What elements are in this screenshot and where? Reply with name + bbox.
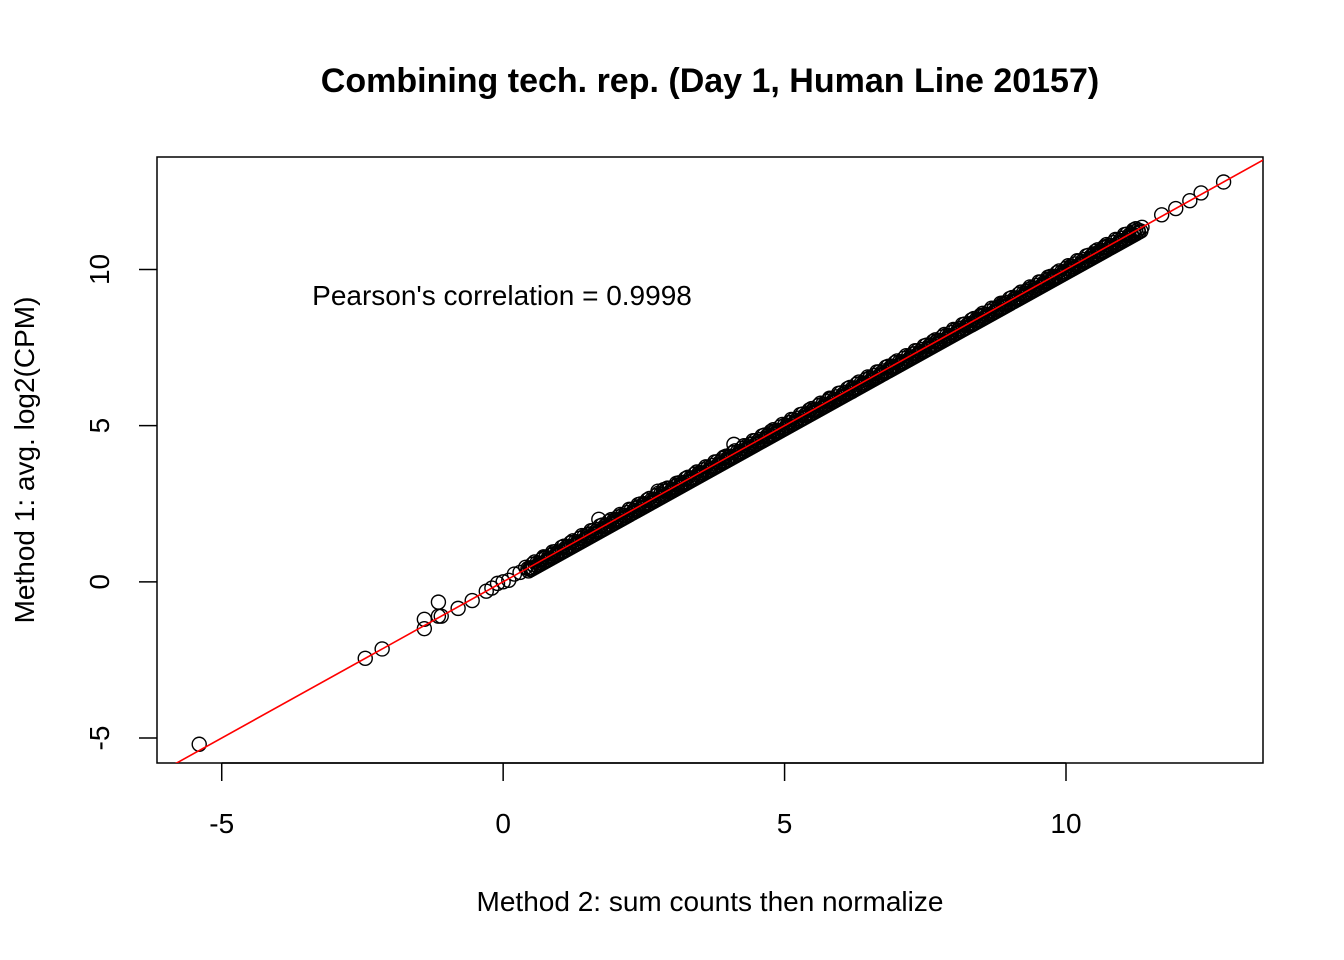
- x-tick-label: 5: [777, 808, 793, 839]
- y-axis-label: Method 1: avg. log2(CPM): [9, 297, 40, 624]
- fit-line: [175, 159, 1263, 763]
- data-point: [1168, 200, 1184, 217]
- data-point: [489, 575, 506, 592]
- data-point: [1215, 174, 1232, 190]
- data-point: [1193, 185, 1209, 201]
- data-point: [546, 546, 562, 562]
- data-point: [581, 526, 597, 542]
- data-point: [765, 424, 782, 440]
- data-point: [1182, 193, 1198, 209]
- data-point: [692, 464, 708, 481]
- data-point: [430, 594, 447, 610]
- x-tick-label: 0: [495, 808, 511, 839]
- data-point: [506, 566, 523, 582]
- y-tick-label: 0: [84, 574, 115, 590]
- data-point: [1105, 234, 1121, 251]
- data-point: [433, 608, 449, 624]
- data-point: [357, 650, 373, 667]
- data-point: [523, 560, 539, 576]
- data-point: [805, 402, 821, 418]
- data-point: [464, 592, 480, 609]
- data-point: [579, 527, 596, 543]
- data-point: [636, 496, 652, 512]
- data-point: [608, 511, 624, 528]
- y-tick-label: 5: [84, 418, 115, 434]
- data-point: [726, 436, 742, 453]
- data-point: [416, 611, 433, 628]
- data-point: [943, 324, 959, 341]
- plot-area: -5 0 5 10 -5 0 5 10: [84, 156, 1264, 839]
- chart-title: Combining tech. rep. (Day 1, Human Line …: [321, 62, 1099, 100]
- y-tick-label: 10: [84, 254, 115, 285]
- data-point: [996, 296, 1012, 312]
- data-point: [1134, 219, 1150, 235]
- data-point: [928, 333, 945, 349]
- data-point: [669, 477, 686, 493]
- data-point: [1097, 239, 1114, 256]
- data-point: [657, 483, 673, 499]
- correlation-annotation: Pearson's correlation = 0.9998: [312, 280, 692, 311]
- data-point: [562, 535, 579, 551]
- x-axis-label: Method 2: sum counts then normalize: [477, 886, 944, 917]
- data-point: [828, 389, 845, 405]
- x-tick-label: 10: [1050, 808, 1081, 839]
- data-point: [542, 547, 559, 564]
- data-point: [973, 308, 990, 325]
- data-point: [821, 391, 838, 407]
- data-point: [861, 371, 877, 387]
- data-point: [591, 511, 607, 528]
- data-point: [906, 346, 922, 362]
- data-point: [714, 450, 731, 467]
- data-point: [191, 736, 207, 752]
- data-point: [1125, 224, 1142, 240]
- data-point: [1041, 271, 1057, 287]
- data-point: [1153, 207, 1170, 223]
- data-point: [495, 574, 511, 590]
- data-point: [883, 358, 900, 374]
- x-tick-label: -5: [209, 808, 234, 839]
- data-point: [628, 500, 644, 516]
- y-tick-label: -5: [84, 726, 115, 751]
- data-point: [1063, 258, 1080, 275]
- data-point: [374, 641, 390, 657]
- data-point: [1018, 283, 1035, 300]
- data-point: [1067, 256, 1083, 272]
- data-point: [782, 414, 798, 431]
- data-point: [743, 436, 759, 453]
- data-point: [914, 341, 930, 358]
- data-point: [951, 321, 967, 337]
- data-point: [790, 410, 806, 426]
- data-point: [450, 600, 466, 617]
- data-point: [666, 479, 682, 495]
